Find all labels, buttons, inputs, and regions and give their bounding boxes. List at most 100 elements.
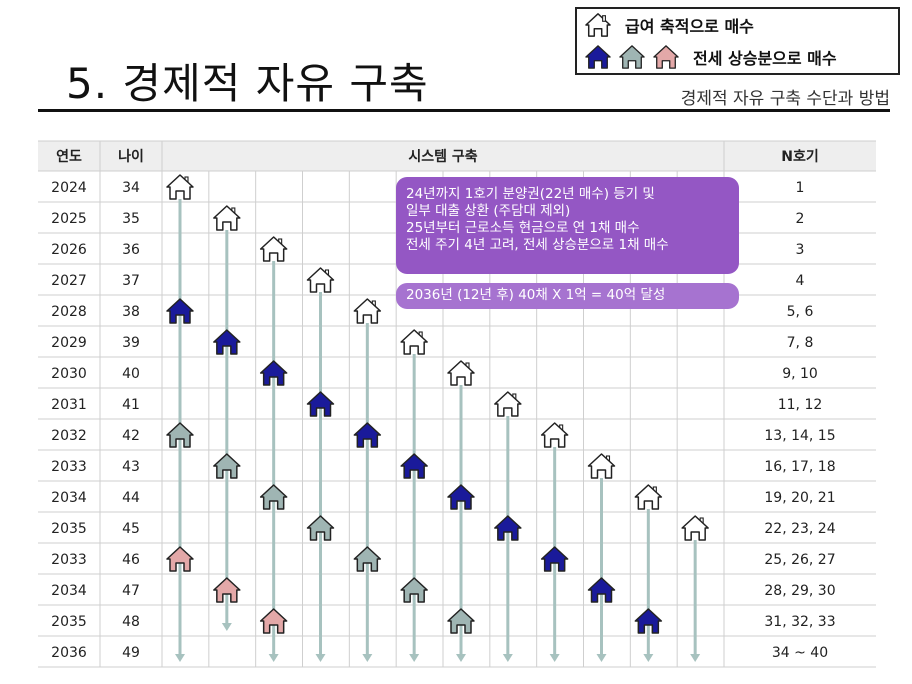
arrow-head-icon	[596, 654, 607, 662]
cell-n-count: 25, 26, 27	[764, 552, 835, 568]
arrow-head-icon	[409, 654, 420, 662]
outline-house-icon	[353, 298, 382, 324]
cell-n-count: 31, 32, 33	[764, 614, 835, 630]
outline-house-icon	[540, 422, 569, 448]
outline-house-icon	[259, 236, 288, 262]
arrow-head-icon	[549, 654, 560, 662]
outline-house-icon	[400, 329, 428, 355]
cell-year: 2025	[51, 211, 87, 227]
navy-house-icon	[259, 360, 288, 386]
gray-house-icon	[400, 577, 428, 603]
legend-item-salary: 급여 축적으로 매수	[583, 12, 754, 38]
cell-year: 2028	[51, 304, 87, 320]
cell-n-count: 34 ~ 40	[772, 645, 828, 661]
cell-year: 2026	[51, 242, 87, 258]
cell-n-count: 13, 14, 15	[764, 428, 835, 444]
outline-house-icon	[634, 484, 663, 510]
arrow-head-icon	[221, 623, 232, 631]
navy-house-icon	[400, 453, 428, 479]
gray-house-icon	[166, 422, 194, 448]
cell-year: 2031	[51, 397, 87, 413]
cell-age: 39	[122, 335, 140, 351]
header-year: 연도	[56, 149, 82, 165]
cell-age: 43	[122, 459, 140, 475]
page-title: 5. 경제적 자유 구축	[66, 59, 429, 108]
navy-house-icon	[213, 329, 241, 355]
cell-n-count: 9, 10	[782, 366, 818, 382]
outline-house-icon	[587, 453, 616, 479]
arrow-head-icon	[502, 654, 513, 662]
arrow-head-icon	[175, 654, 185, 662]
outline-house-icon	[447, 360, 475, 386]
navy-house-icon	[634, 608, 663, 634]
cell-year: 2035	[51, 521, 87, 537]
pink-house-icon	[213, 577, 241, 603]
outline-house-icon	[306, 267, 335, 293]
outline-house-icon	[213, 205, 241, 231]
callout-line: 일부 대출 상환 (주담대 제외)	[406, 203, 571, 219]
cell-year: 2029	[51, 335, 87, 351]
cell-n-count: 2	[796, 211, 805, 227]
cell-n-count: 22, 23, 24	[764, 521, 835, 537]
goal-text: 2036년 (12년 후) 40채 X 1억 = 40억 달성	[406, 287, 666, 303]
cell-age: 42	[122, 428, 140, 444]
cell-year: 2035	[51, 614, 87, 630]
gray-house-icon	[353, 546, 382, 572]
arrow-head-icon	[690, 654, 701, 662]
cell-year: 2034	[51, 583, 87, 599]
gray-house-icon	[306, 515, 335, 541]
legend-box: 급여 축적으로 매수 전세 상승분으로 매수	[575, 7, 900, 75]
table-header-bg	[38, 141, 876, 171]
cell-n-count: 4	[796, 273, 805, 289]
cell-age: 37	[122, 273, 140, 289]
pink-house-icon	[653, 45, 679, 69]
cell-year: 2033	[51, 552, 87, 568]
navy-house-icon	[447, 484, 475, 510]
page-subtitle: 경제적 자유 구축 수단과 방법	[680, 89, 890, 109]
cell-age: 49	[122, 645, 140, 661]
cell-age: 48	[122, 614, 140, 630]
cell-n-count: 28, 29, 30	[764, 583, 835, 599]
cell-n-count: 19, 20, 21	[764, 490, 835, 506]
cell-age: 41	[122, 397, 140, 413]
header-system: 시스템 구축	[408, 148, 477, 165]
cell-age: 38	[122, 304, 140, 320]
gray-house-icon	[619, 45, 645, 69]
pink-house-icon	[259, 608, 288, 634]
strategy-callout: 24년까지 1호기 분양권(22년 매수) 등기 및 일부 대출 상환 (주담대…	[396, 177, 739, 274]
arrow-head-icon	[315, 654, 326, 662]
outline-house-icon	[585, 13, 611, 37]
cell-age: 44	[122, 490, 140, 506]
cell-age: 35	[122, 211, 140, 227]
outline-house-icon	[681, 515, 709, 541]
legend-label-jeonse: 전세 상승분으로 매수	[693, 49, 837, 68]
cell-year: 2034	[51, 490, 87, 506]
arrow-head-icon	[362, 654, 373, 662]
legend-label-salary: 급여 축적으로 매수	[625, 17, 754, 36]
pink-house-icon	[166, 546, 194, 572]
cell-age: 34	[122, 180, 140, 196]
cell-age: 47	[122, 583, 140, 599]
cell-year: 2030	[51, 366, 87, 382]
cell-year: 2036	[51, 645, 87, 661]
arrow-head-icon	[643, 654, 654, 662]
cell-year: 2032	[51, 428, 87, 444]
gray-house-icon	[213, 453, 241, 479]
header-n-count: N호기	[781, 149, 818, 165]
cell-n-count: 16, 17, 18	[764, 459, 835, 475]
cell-year: 2027	[51, 273, 87, 289]
outline-house-icon	[494, 391, 522, 417]
cell-age: 46	[122, 552, 140, 568]
navy-house-icon	[540, 546, 569, 572]
cell-year: 2033	[51, 459, 87, 475]
callout-line: 24년까지 1호기 분양권(22년 매수) 등기 및	[406, 186, 655, 202]
cell-n-count: 11, 12	[778, 397, 823, 413]
navy-house-icon	[585, 45, 611, 69]
cell-age: 40	[122, 366, 140, 382]
navy-house-icon	[494, 515, 522, 541]
gray-house-icon	[259, 484, 288, 510]
cell-n-count: 7, 8	[787, 335, 814, 351]
cell-n-count: 3	[796, 242, 805, 258]
outline-house-icon	[166, 174, 194, 200]
arrow-head-icon	[456, 654, 466, 662]
